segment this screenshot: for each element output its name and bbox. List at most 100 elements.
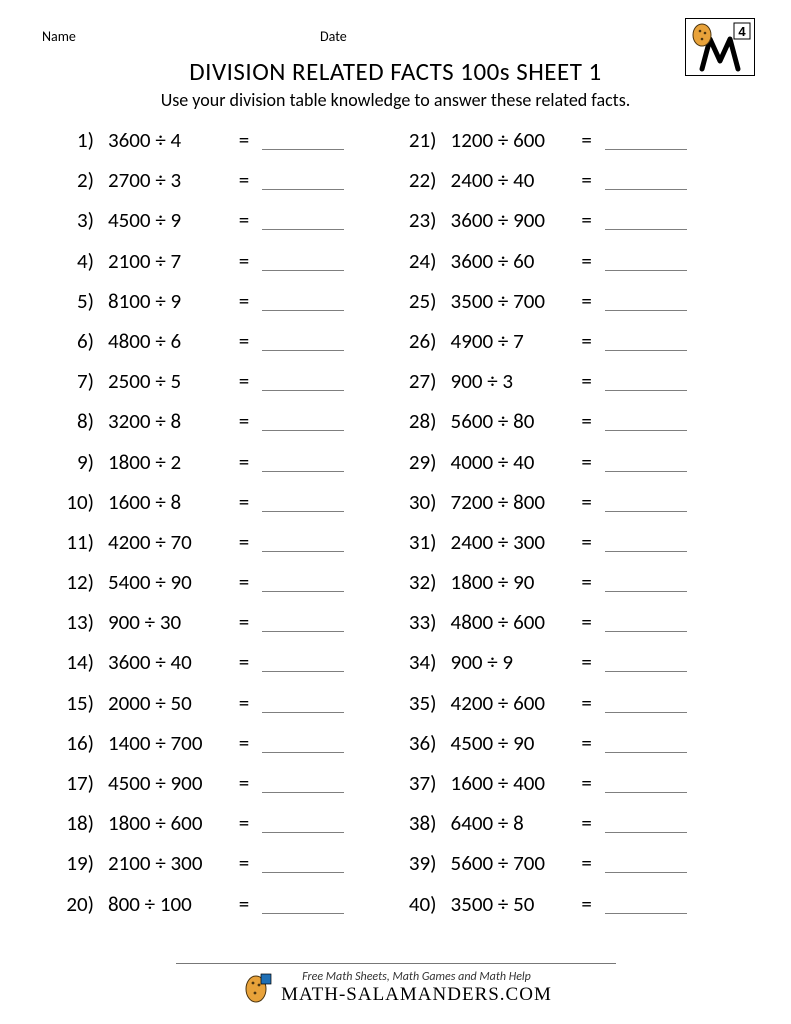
problem-row: 4)2100 ÷ 7= bbox=[54, 248, 393, 288]
answer-blank[interactable] bbox=[605, 773, 687, 793]
answer-blank[interactable] bbox=[262, 572, 344, 592]
problem-expression: 3600 ÷ 4 bbox=[100, 127, 232, 153]
problem-expression: 3500 ÷ 700 bbox=[443, 288, 575, 314]
problem-number: 17) bbox=[54, 770, 100, 796]
equals-sign: = bbox=[575, 248, 599, 274]
answer-blank[interactable] bbox=[262, 170, 344, 190]
problem-number: 3) bbox=[54, 207, 100, 233]
problem-number: 16) bbox=[54, 730, 100, 756]
answer-blank[interactable] bbox=[262, 291, 344, 311]
problem-row: 6)4800 ÷ 6= bbox=[54, 328, 393, 368]
problem-expression: 4900 ÷ 7 bbox=[443, 328, 575, 354]
answer-blank[interactable] bbox=[262, 130, 344, 150]
equals-sign: = bbox=[575, 770, 599, 796]
answer-blank[interactable] bbox=[262, 652, 344, 672]
equals-sign: = bbox=[232, 288, 256, 314]
answer-blank[interactable] bbox=[262, 492, 344, 512]
problem-row: 32)1800 ÷ 90= bbox=[397, 569, 755, 609]
answer-blank[interactable] bbox=[262, 773, 344, 793]
problem-expression: 1600 ÷ 400 bbox=[443, 770, 575, 796]
problems-column-right: 21)1200 ÷ 600=22)2400 ÷ 40=23)3600 ÷ 900… bbox=[397, 127, 755, 931]
problem-row: 15)2000 ÷ 50= bbox=[54, 690, 393, 730]
problem-expression: 5600 ÷ 700 bbox=[443, 850, 575, 876]
problem-row: 22)2400 ÷ 40= bbox=[397, 167, 755, 207]
answer-blank[interactable] bbox=[605, 813, 687, 833]
date-label: Date bbox=[320, 28, 347, 45]
footer-url: MATH-SALAMANDERS.COM bbox=[281, 984, 552, 1006]
answer-blank[interactable] bbox=[605, 652, 687, 672]
answer-blank[interactable] bbox=[262, 532, 344, 552]
equals-sign: = bbox=[232, 449, 256, 475]
equals-sign: = bbox=[575, 730, 599, 756]
problem-row: 34)900 ÷ 9= bbox=[397, 649, 755, 689]
problem-expression: 2400 ÷ 40 bbox=[443, 167, 575, 193]
answer-blank[interactable] bbox=[605, 371, 687, 391]
problem-number: 11) bbox=[54, 529, 100, 555]
problem-row: 16)1400 ÷ 700= bbox=[54, 730, 393, 770]
problem-expression: 4200 ÷ 600 bbox=[443, 690, 575, 716]
problem-row: 17)4500 ÷ 900= bbox=[54, 770, 393, 810]
problem-row: 24)3600 ÷ 60= bbox=[397, 248, 755, 288]
answer-blank[interactable] bbox=[605, 853, 687, 873]
answer-blank[interactable] bbox=[262, 210, 344, 230]
answer-blank[interactable] bbox=[605, 492, 687, 512]
answer-blank[interactable] bbox=[262, 452, 344, 472]
answer-blank[interactable] bbox=[605, 291, 687, 311]
problem-row: 30)7200 ÷ 800= bbox=[397, 489, 755, 529]
problem-number: 36) bbox=[397, 730, 443, 756]
problem-number: 34) bbox=[397, 649, 443, 675]
equals-sign: = bbox=[232, 328, 256, 354]
answer-blank[interactable] bbox=[605, 733, 687, 753]
problem-row: 23)3600 ÷ 900= bbox=[397, 207, 755, 247]
problem-number: 33) bbox=[397, 609, 443, 635]
problem-number: 18) bbox=[54, 810, 100, 836]
equals-sign: = bbox=[232, 770, 256, 796]
equals-sign: = bbox=[575, 449, 599, 475]
problem-expression: 2700 ÷ 3 bbox=[100, 167, 232, 193]
problem-expression: 2100 ÷ 300 bbox=[100, 850, 232, 876]
answer-blank[interactable] bbox=[262, 411, 344, 431]
answer-blank[interactable] bbox=[605, 532, 687, 552]
problem-row: 25)3500 ÷ 700= bbox=[397, 288, 755, 328]
answer-blank[interactable] bbox=[605, 411, 687, 431]
problem-number: 4) bbox=[54, 248, 100, 274]
answer-blank[interactable] bbox=[605, 452, 687, 472]
answer-blank[interactable] bbox=[605, 130, 687, 150]
answer-blank[interactable] bbox=[262, 331, 344, 351]
answer-blank[interactable] bbox=[262, 733, 344, 753]
answer-blank[interactable] bbox=[605, 251, 687, 271]
answer-blank[interactable] bbox=[605, 894, 687, 914]
problem-row: 10)1600 ÷ 8= bbox=[54, 489, 393, 529]
problem-expression: 2100 ÷ 7 bbox=[100, 248, 232, 274]
answer-blank[interactable] bbox=[605, 693, 687, 713]
problem-row: 14)3600 ÷ 40= bbox=[54, 649, 393, 689]
problem-row: 2)2700 ÷ 3= bbox=[54, 167, 393, 207]
grade-number: 4 bbox=[738, 24, 746, 39]
problem-row: 29)4000 ÷ 40= bbox=[397, 449, 755, 489]
answer-blank[interactable] bbox=[262, 813, 344, 833]
problem-expression: 5400 ÷ 90 bbox=[100, 569, 232, 595]
answer-blank[interactable] bbox=[605, 612, 687, 632]
problem-expression: 7200 ÷ 800 bbox=[443, 489, 575, 515]
equals-sign: = bbox=[575, 207, 599, 233]
worksheet-subtitle: Use your division table knowledge to ans… bbox=[36, 89, 755, 111]
equals-sign: = bbox=[575, 368, 599, 394]
problem-expression: 3600 ÷ 60 bbox=[443, 248, 575, 274]
answer-blank[interactable] bbox=[262, 693, 344, 713]
answer-blank[interactable] bbox=[605, 572, 687, 592]
equals-sign: = bbox=[575, 288, 599, 314]
answer-blank[interactable] bbox=[262, 894, 344, 914]
equals-sign: = bbox=[575, 850, 599, 876]
answer-blank[interactable] bbox=[262, 251, 344, 271]
answer-blank[interactable] bbox=[262, 612, 344, 632]
answer-blank[interactable] bbox=[262, 371, 344, 391]
footer-tagline: Free Math Sheets, Math Games and Math He… bbox=[281, 970, 552, 984]
problem-expression: 2500 ÷ 5 bbox=[100, 368, 232, 394]
answer-blank[interactable] bbox=[605, 170, 687, 190]
answer-blank[interactable] bbox=[605, 210, 687, 230]
answer-blank[interactable] bbox=[605, 331, 687, 351]
problem-number: 6) bbox=[54, 328, 100, 354]
problem-row: 37)1600 ÷ 400= bbox=[397, 770, 755, 810]
problem-number: 29) bbox=[397, 449, 443, 475]
answer-blank[interactable] bbox=[262, 853, 344, 873]
